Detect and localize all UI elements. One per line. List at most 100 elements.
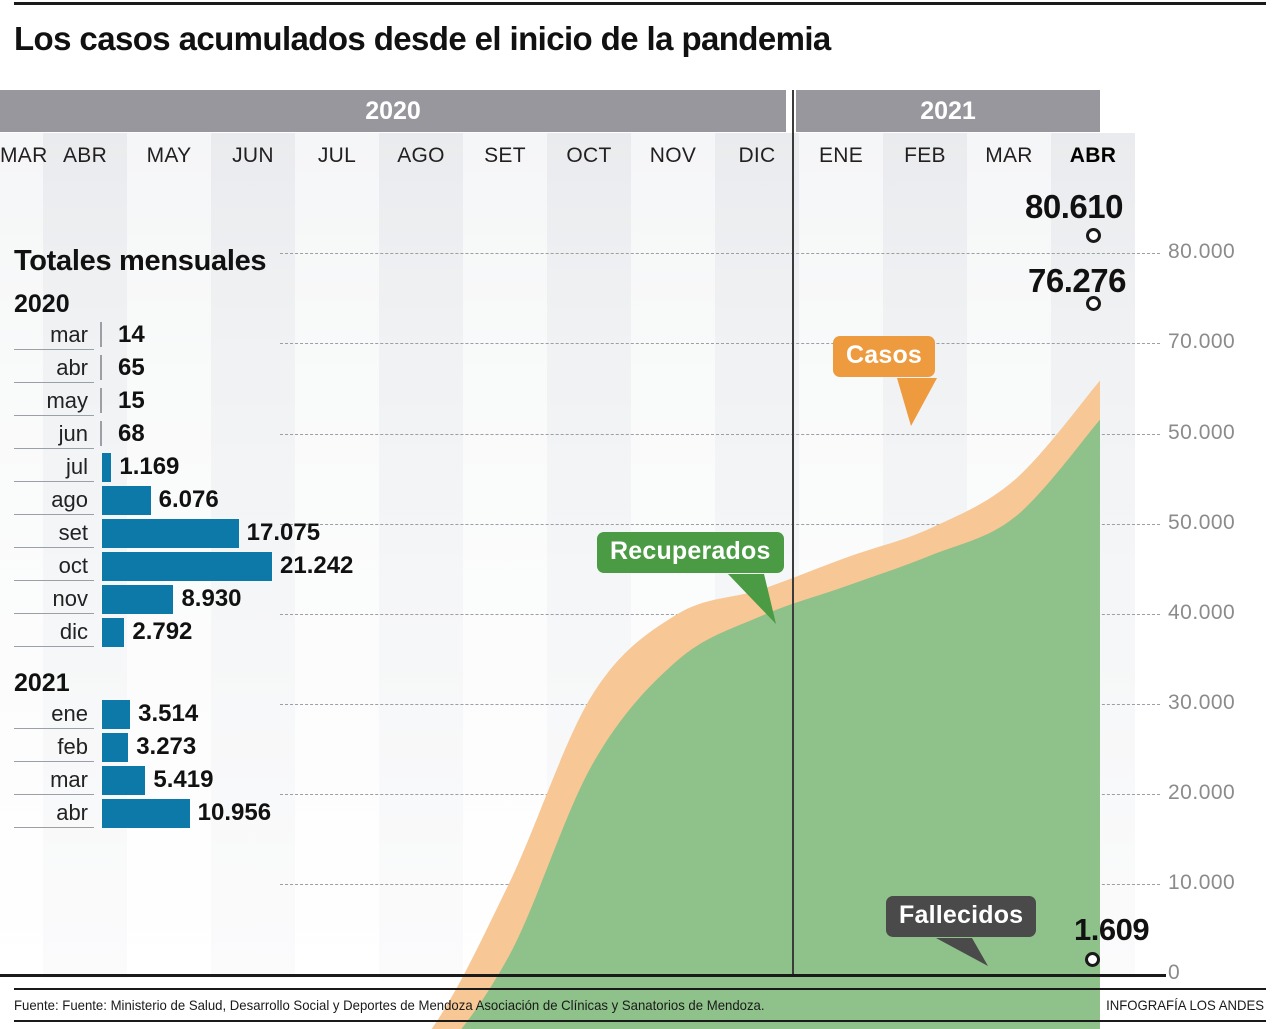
totals-row-value: 5.419: [153, 766, 214, 793]
ytick-label-0: 0: [1168, 961, 1180, 984]
page-title: Los casos acumulados desde el inicio de …: [14, 20, 831, 57]
monthly-totals-panel: Totales mensuales 2020 mar 14 abr 65 may 15 ju…: [14, 245, 374, 830]
monthly-totals-year-2020: 2020: [14, 290, 70, 318]
endpoint-label-recuperados: 76.276: [1028, 262, 1126, 299]
totals-row-value: 3.514: [138, 700, 199, 727]
totals-row-month: mar: [14, 319, 94, 350]
totals-row-bar: [102, 486, 151, 515]
totals-row-value: 10.956: [197, 799, 272, 826]
callout-recuperados: Recuperados: [597, 532, 784, 573]
totals-row: oct 21.242: [14, 550, 374, 583]
totals-row: mar 14: [14, 319, 374, 352]
totals-row-month: ago: [14, 484, 94, 515]
month-band-jul-4: [295, 133, 379, 978]
totals-row-bar: [102, 552, 272, 581]
callout-fallecidos-pointer: [936, 938, 988, 966]
ytick-label-5: 30.000: [1168, 691, 1236, 714]
gridline-0: [280, 253, 1160, 254]
footer-source: Fuente: Fuente: Ministerio de Salud, Des…: [14, 997, 765, 1013]
totals-row-bar: [102, 799, 190, 828]
monthly-totals-year-2021: 2021: [14, 669, 70, 697]
year-band-2020-label: 2020: [365, 97, 421, 125]
totals-row-bar: [102, 700, 131, 729]
totals-row-bar: [102, 733, 129, 762]
month-label-row: MAR ABR MAY JUN JUL AGO SET OCT NOV DIC ENE FEB MAR A…: [0, 133, 1280, 179]
totals-row-month: abr: [14, 352, 94, 383]
area-chart-svg: [431, 380, 1100, 1029]
month-label-ene-10: ENE: [818, 144, 864, 167]
axis-baseline: [0, 974, 1166, 977]
totals-row-bar: [102, 585, 174, 614]
totals-row-month: dic: [14, 616, 94, 647]
month-label-set-6: SET: [484, 144, 526, 167]
footer-credit: INFOGRAFÍA LOS ANDES: [1106, 997, 1264, 1013]
month-label-jul-4: JUL: [317, 144, 357, 167]
totals-row: dic 2.792: [14, 616, 374, 649]
totals-row-value: 15: [118, 387, 145, 414]
totals-row: abr 65: [14, 352, 374, 385]
totals-row-month: oct: [14, 550, 94, 581]
monthly-totals-heading: Totales mensuales: [14, 245, 267, 277]
callout-casos: Casos: [833, 336, 936, 377]
title-top-rule: [14, 2, 1266, 5]
year-divider-line: [792, 90, 794, 974]
totals-row-value: 8.930: [181, 585, 242, 612]
totals-row-month: set: [14, 517, 94, 548]
totals-row-month: may: [14, 385, 94, 416]
totals-row-tick: [100, 322, 102, 347]
totals-row-value: 65: [118, 354, 145, 381]
totals-row-bar: [102, 766, 146, 795]
month-label-oct-7: OCT: [566, 144, 612, 167]
totals-row: ene 3.514: [14, 698, 374, 731]
totals-row: ago 6.076: [14, 484, 374, 517]
ytick-label-6: 20.000: [1168, 781, 1236, 804]
title-bar: Los casos acumulados desde el inicio de …: [0, 0, 1280, 88]
year-band-2020: 2020: [0, 90, 786, 132]
totals-row-value: 2.792: [132, 618, 193, 645]
ytick-label-4: 40.000: [1168, 601, 1236, 624]
month-label-mar-12: MAR: [985, 144, 1033, 167]
month-label-jun-3: JUN: [232, 144, 274, 167]
callout-casos-pointer: [897, 378, 937, 426]
totals-row-value: 21.242: [280, 552, 354, 579]
endpoint-marker-recuperados: [1086, 296, 1101, 311]
month-label-mar-0: MAR: [0, 144, 48, 167]
totals-row-month: nov: [14, 583, 94, 614]
ytick-label-7: 10.000: [1168, 871, 1236, 894]
ytick-label-3: 50.000: [1168, 511, 1236, 534]
year-band-2021-label: 2021: [920, 97, 976, 125]
totals-row-bar: [102, 618, 125, 647]
ytick-label-2: 50.000: [1168, 421, 1236, 444]
month-label-feb-11: FEB: [904, 144, 946, 167]
endpoint-label-casos: 80.610: [1025, 188, 1123, 225]
totals-row-value: 3.273: [136, 733, 197, 760]
totals-row: feb 3.273: [14, 731, 374, 764]
gridline-2: [280, 434, 1160, 435]
totals-row: jun 68: [14, 418, 374, 451]
month-label-abr-13: ABR: [1069, 144, 1117, 167]
totals-row-bar: [102, 453, 112, 482]
totals-row: jul 1.169: [14, 451, 374, 484]
endpoint-marker-fallecidos: [1085, 952, 1100, 967]
totals-row-tick: [100, 388, 102, 413]
month-band-mar-0: [0, 133, 43, 978]
month-label-ago-5: AGO: [397, 144, 445, 167]
totals-row-month: jun: [14, 418, 94, 449]
totals-row-month: mar: [14, 764, 94, 795]
gridline-1: [280, 343, 1160, 344]
totals-row-value: 6.076: [158, 486, 219, 513]
plot-area: 80.000 70.000 50.000 50.000 40.000 30.000 20.0…: [0, 133, 1280, 1029]
footer-top-rule: [14, 988, 1266, 990]
monthly-totals-rows-2020: mar 14 abr 65 may 15 jun 68 jul 1.169 ago 6.076 set 1…: [14, 319, 374, 649]
callout-fallecidos: Fallecidos: [886, 896, 1037, 937]
monthly-totals-rows-2021: ene 3.514 feb 3.273 mar 5.419 abr 10.956: [14, 698, 374, 830]
totals-row: mar 5.419: [14, 764, 374, 797]
area-recuperados: [461, 419, 1100, 1029]
totals-row-month: abr: [14, 797, 94, 828]
totals-row: set 17.075: [14, 517, 374, 550]
month-band-ago-5: [379, 133, 463, 978]
callout-recuperados-pointer: [728, 574, 776, 624]
totals-row-month: jul: [14, 451, 94, 482]
gridline-3: [280, 524, 1160, 525]
